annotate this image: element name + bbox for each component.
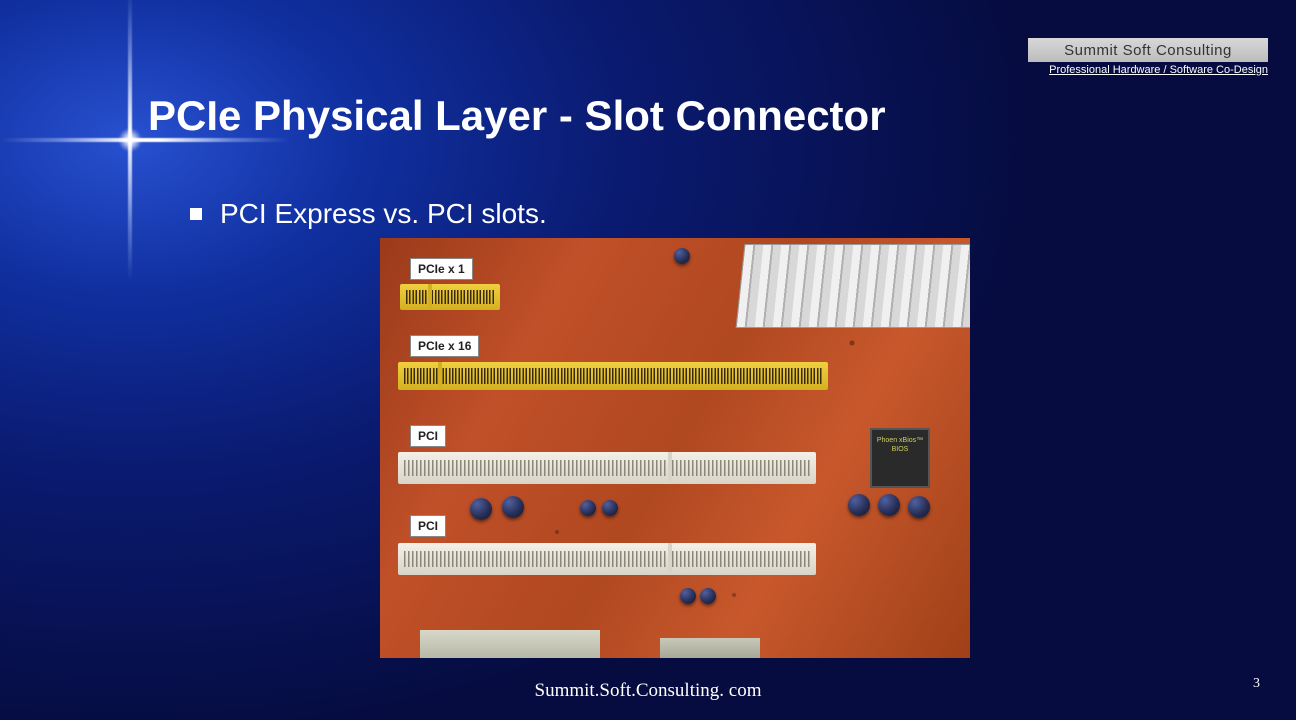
port-connector — [660, 638, 760, 658]
slot-pci-2 — [398, 543, 816, 575]
capacitor — [908, 496, 930, 518]
capacitor — [502, 496, 524, 518]
slot-pci-1 — [398, 452, 816, 484]
slot-pcie-x16 — [398, 362, 828, 390]
brand-tagline: Professional Hardware / Software Co-Desi… — [1049, 64, 1268, 76]
label-pcie-x1: PCIe x 1 — [410, 258, 473, 280]
capacitor — [580, 500, 596, 516]
capacitor — [674, 248, 690, 264]
slide-title: PCIe Physical Layer - Slot Connector — [148, 92, 886, 140]
capacitor — [680, 588, 696, 604]
motherboard-illustration: PCIe x 1 PCIe x 16 PCI PCI Phoen xBios™ … — [380, 238, 970, 658]
slide-footer: Summit.Soft.Consulting. com — [0, 680, 1296, 702]
brand-logo: Summit Soft Consulting — [1028, 38, 1268, 62]
capacitor — [470, 498, 492, 520]
page-number: 3 — [1253, 676, 1260, 692]
heatsink — [736, 244, 970, 328]
capacitor — [848, 494, 870, 516]
bios-chip: Phoen xBios™ BIOS — [870, 428, 930, 488]
port-connector — [420, 630, 600, 658]
label-pci-1: PCI — [410, 425, 446, 447]
bullet-text: PCI Express vs. PCI slots. — [220, 198, 547, 230]
capacitor — [700, 588, 716, 604]
bios-chip-label: Phoen xBios™ BIOS — [876, 436, 924, 454]
bios-chip-line2: BIOS — [892, 446, 909, 453]
label-pcie-x16: PCIe x 16 — [410, 335, 479, 357]
bullet-marker-icon — [190, 208, 202, 220]
bullet-item: PCI Express vs. PCI slots. — [190, 198, 547, 230]
capacitor — [602, 500, 618, 516]
capacitor — [878, 494, 900, 516]
bios-chip-line1: Phoen xBios™ — [877, 437, 923, 444]
slot-pcie-x1 — [400, 284, 500, 310]
label-pci-2: PCI — [410, 515, 446, 537]
brand-logo-text: Summit Soft Consulting — [1064, 42, 1232, 59]
lens-flare-core — [118, 128, 142, 152]
